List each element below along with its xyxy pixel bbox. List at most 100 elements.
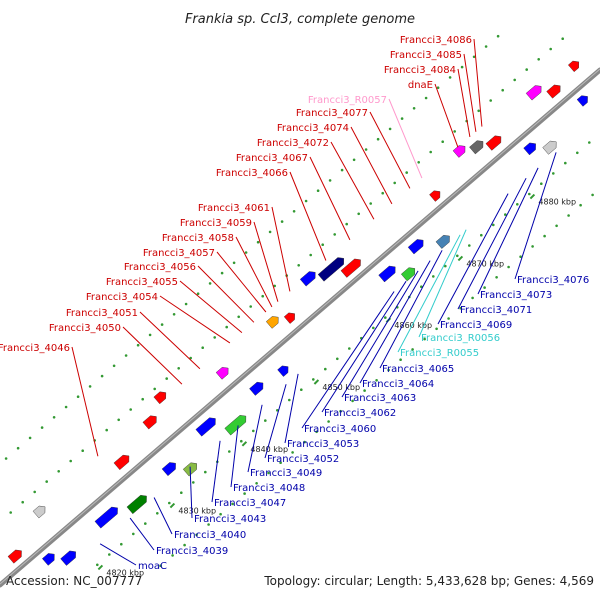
gene-feature [469, 140, 484, 155]
label-connector [350, 126, 393, 205]
gene-label-upper: Francci3_4074 [277, 123, 349, 134]
guide-dot [132, 532, 135, 536]
label-connector [514, 152, 557, 280]
guide-dot [291, 451, 294, 454]
guide-dot [180, 491, 183, 495]
guide-dot [189, 356, 192, 360]
guide-dot [304, 199, 308, 203]
label-connector [197, 265, 255, 323]
gene-arrow [429, 190, 441, 202]
label-connector [253, 221, 279, 302]
guide-dot [219, 512, 222, 516]
guide-dot [519, 255, 522, 258]
guide-dot [76, 395, 80, 399]
guide-dot [453, 130, 457, 133]
guide-dot [480, 233, 483, 237]
gene-label-upper: Francci3_4086 [400, 35, 472, 46]
gene-feature [576, 95, 588, 107]
guide-dot [315, 430, 318, 434]
guide-dot [436, 86, 440, 89]
kbp-label: 4850 kbp [322, 383, 360, 392]
gene-feature [60, 550, 76, 566]
gene-label-upper: Francci3_4077 [296, 108, 368, 119]
guide-dot [208, 282, 212, 285]
guide-dot [549, 47, 552, 51]
gene-label-lower: Francci3_R0055 [400, 348, 479, 359]
gene-label-lower: Francci3_4043 [194, 514, 266, 525]
guide-dot [352, 158, 356, 162]
label-connector [397, 234, 461, 353]
guide-dot [243, 492, 246, 495]
gene-label-lower: Francci3_4069 [440, 320, 512, 331]
gene-feature [126, 495, 147, 515]
label-connector [159, 295, 231, 344]
guide-dot [312, 378, 315, 381]
gene-feature [113, 454, 130, 471]
guide-dot [507, 265, 510, 269]
kbp-scale-layer: 4820 kbp 4830 kbp 4840 kbp 4850 kbp 4860 kbp… [97, 193, 576, 577]
gene-arrow [42, 553, 55, 566]
gene-arrow [525, 85, 542, 101]
gene-feature [142, 415, 157, 430]
gene-arrow [60, 550, 76, 566]
gene-feature [94, 506, 118, 529]
guide-dot [495, 276, 498, 279]
backbone-line [0, 67, 600, 588]
guide-dot [156, 512, 159, 515]
guide-dot [483, 286, 486, 289]
label-connector [457, 177, 527, 310]
gene-label-upper: Francci3_4061 [198, 203, 270, 214]
guide-dot [372, 326, 375, 330]
gene-feature [523, 142, 536, 156]
guide-dot [45, 480, 48, 483]
gene-arrow [113, 454, 130, 471]
guide-dot [207, 523, 210, 526]
guide-dot [420, 285, 423, 289]
guide-dot [399, 358, 402, 362]
gene-feature [485, 135, 502, 151]
label-connector-layer [71, 38, 557, 566]
kbp-tick [169, 502, 176, 509]
label-connector [189, 466, 193, 519]
guide-dot [327, 420, 330, 423]
label-connector [330, 141, 375, 220]
gene-label-upper: Francci3_4084 [384, 65, 456, 76]
guide-dot [567, 214, 570, 217]
guide-dot [124, 354, 128, 357]
guide-dot [100, 374, 104, 378]
label-connector [235, 236, 273, 308]
label-connector [129, 517, 155, 551]
label-connector [473, 38, 483, 127]
guide-dot [33, 490, 36, 494]
guide-dot [4, 457, 8, 460]
label-connector [359, 260, 431, 384]
guide-dot [225, 325, 228, 329]
guide-dot [168, 501, 171, 505]
guide-dot [328, 179, 332, 182]
guide-dot [489, 99, 493, 102]
guide-dot [141, 397, 144, 401]
gene-arrow [546, 84, 561, 99]
gene-arrow [182, 462, 197, 477]
guide-dot [309, 253, 313, 257]
gene-arrow [142, 415, 157, 430]
gene-arrow [485, 135, 502, 151]
gene-feature [215, 367, 229, 380]
gene-feature [283, 312, 295, 324]
gene-label-upper: Francci3_4054 [86, 292, 158, 303]
guide-dot [579, 203, 582, 207]
tick-dots-layer [4, 34, 594, 567]
guide-dot [195, 533, 198, 537]
guide-dot [9, 511, 12, 514]
guide-dot [472, 55, 476, 59]
gene-feature [265, 316, 279, 329]
guide-dot [261, 294, 265, 298]
guide-dot [292, 210, 296, 213]
guide-dot [444, 264, 447, 268]
guide-dot [165, 377, 168, 380]
guide-dot [405, 171, 409, 174]
guide-dot [279, 461, 282, 465]
guide-dot [159, 564, 162, 567]
guide-dot [484, 45, 488, 48]
label-connector [434, 83, 459, 148]
